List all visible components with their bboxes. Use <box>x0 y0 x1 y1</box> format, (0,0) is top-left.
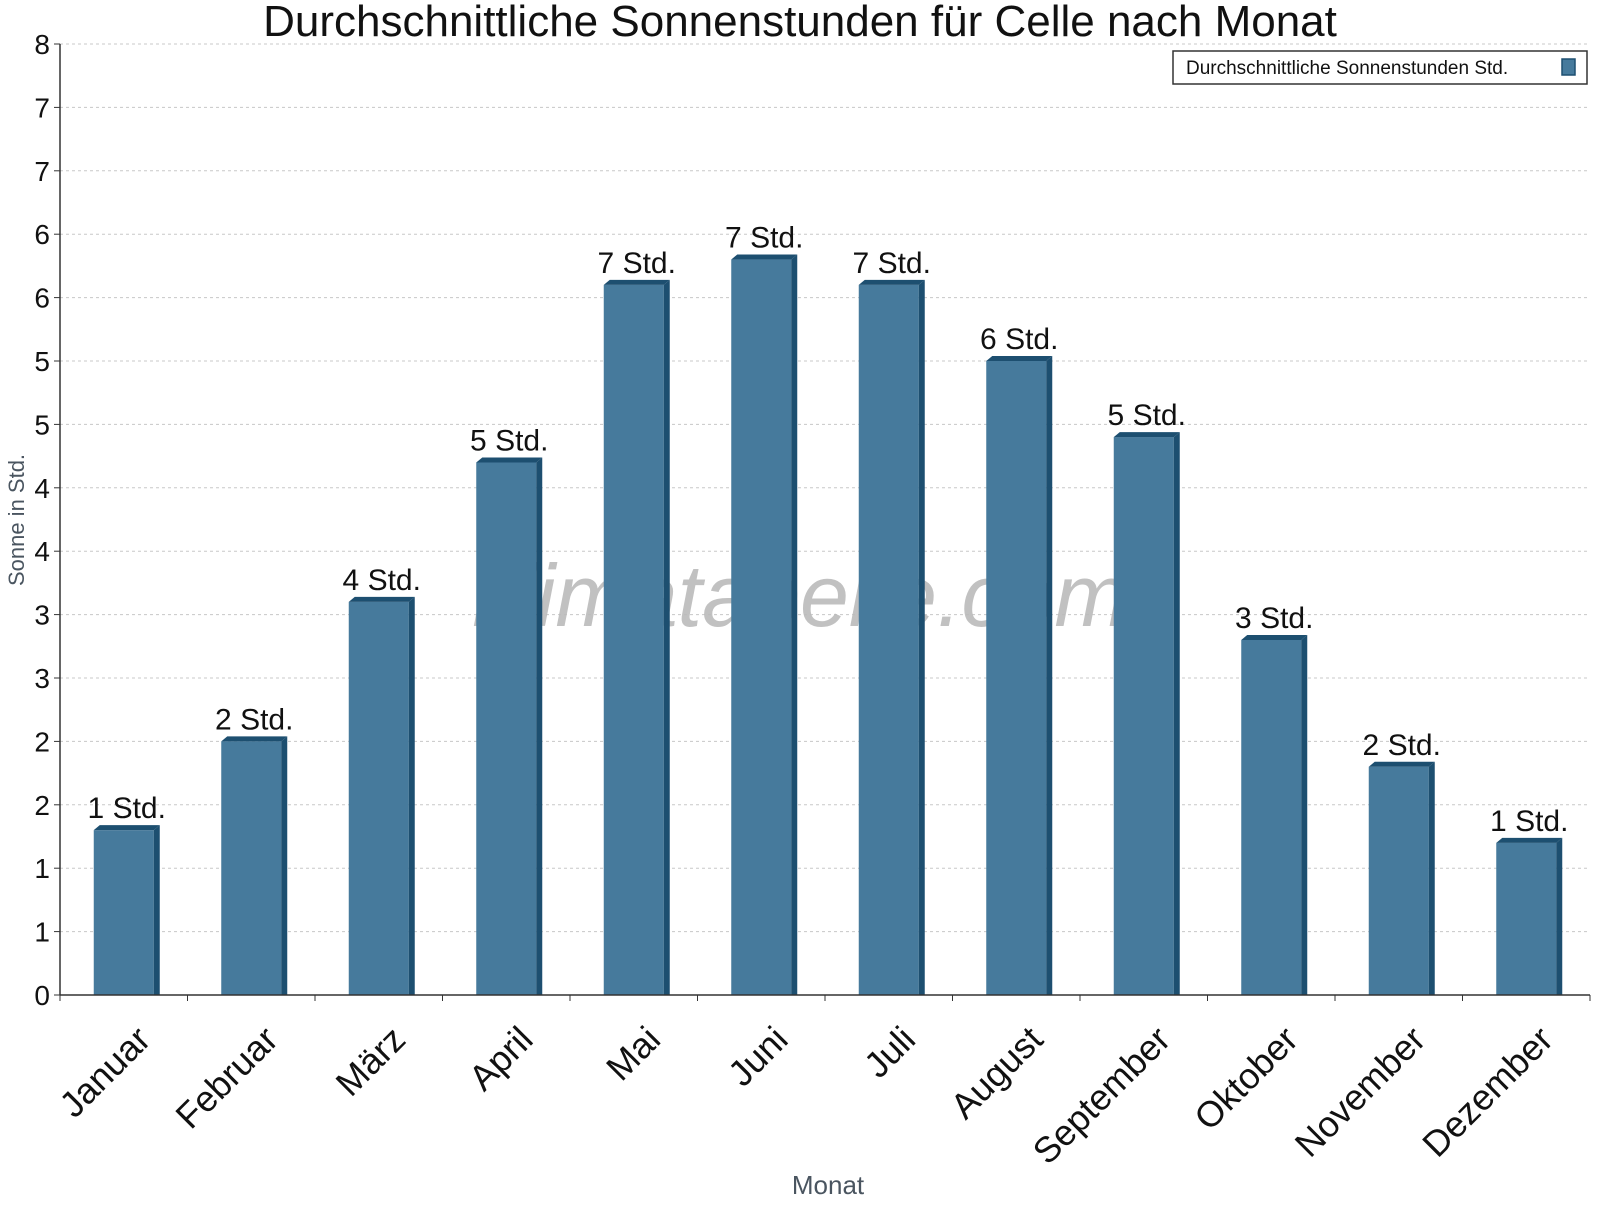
bar-side <box>536 457 543 995</box>
bar <box>93 830 154 995</box>
y-tick-label: 2 <box>34 790 50 821</box>
bar <box>731 259 792 995</box>
y-tick-label: 5 <box>34 346 50 377</box>
bar-top <box>731 254 798 260</box>
y-tick-label: 5 <box>34 409 50 440</box>
legend: Durchschnittliche Sonnenstunden Std. <box>1172 50 1588 85</box>
value-label: 3 Std. <box>1235 602 1313 635</box>
bar <box>1241 639 1302 995</box>
y-tick-label: 7 <box>34 92 50 123</box>
bar <box>986 361 1047 995</box>
value-labels: 1 Std. 2 Std. 4 Std. 5 Std. 7 Std. 7 Std. 7 St… <box>88 222 1569 838</box>
value-label: 1 Std. <box>88 792 166 825</box>
y-tick-label: 6 <box>34 283 50 314</box>
y-tick-label: 0 <box>34 980 50 1011</box>
bar-side <box>1428 761 1435 995</box>
legend-label: Durchschnittliche Sonnenstunden Std. <box>1186 58 1508 79</box>
bar-top <box>221 736 288 742</box>
bar-side <box>408 596 415 995</box>
value-label: 5 Std. <box>470 424 548 457</box>
bar <box>476 462 537 995</box>
bar-top <box>1368 761 1435 767</box>
y-tick-label: 2 <box>34 726 50 757</box>
y-tick-label: 6 <box>34 219 50 250</box>
bar-side <box>663 279 670 995</box>
y-tick-label: 1 <box>34 917 50 948</box>
bar-side <box>918 279 925 995</box>
bar-side <box>1301 634 1308 995</box>
y-tick-label: 3 <box>34 663 50 694</box>
bar-top <box>93 825 160 831</box>
value-label: 7 Std. <box>598 247 676 280</box>
value-label: 2 Std. <box>215 703 293 736</box>
y-tick-label: 3 <box>34 600 50 631</box>
bar-top <box>986 356 1053 361</box>
value-label: 7 Std. <box>853 247 931 280</box>
value-label: 5 Std. <box>1108 399 1186 432</box>
value-label: 1 Std. <box>1490 805 1568 838</box>
bar-top <box>1496 837 1563 843</box>
y-axis: 0 1 1 2 2 3 3 4 4 5 5 6 6 7 7 8 <box>34 29 61 1011</box>
bar-side <box>1046 356 1053 995</box>
legend-swatch <box>1561 58 1576 76</box>
value-label: 2 Std. <box>1363 729 1441 762</box>
y-tick-label: 7 <box>34 156 50 187</box>
bar <box>1113 437 1174 996</box>
bar-side <box>281 736 288 995</box>
legend-box <box>1172 50 1588 85</box>
bar-top <box>603 279 670 285</box>
y-tick-label: 4 <box>34 536 50 567</box>
value-label: 6 Std. <box>980 323 1058 356</box>
bar <box>603 284 664 995</box>
bar-side <box>1556 837 1563 995</box>
bar-side <box>1173 432 1180 996</box>
bar-top <box>476 457 543 463</box>
y-tick-label: 8 <box>34 29 50 60</box>
bar <box>1496 842 1557 995</box>
bars <box>93 254 1563 996</box>
bar-top <box>858 279 925 285</box>
bar-top <box>348 596 415 602</box>
bar <box>858 284 919 995</box>
bar-top <box>1113 432 1180 438</box>
y-tick-label: 4 <box>34 473 50 504</box>
bar <box>221 741 282 995</box>
y-axis-title: Sonne in Std. <box>4 454 29 586</box>
bar <box>348 601 409 995</box>
grid-lines <box>60 43 1590 933</box>
value-label: 4 Std. <box>343 564 421 597</box>
bar-top <box>1241 634 1308 640</box>
bar <box>1368 766 1429 995</box>
y-tick-label: 1 <box>34 853 50 884</box>
chart-title: Durchschnittliche Sonnenstunden für Cell… <box>263 0 1337 46</box>
bar-side <box>791 254 798 995</box>
value-label: 7 Std. <box>725 222 803 255</box>
bar-side <box>153 825 160 995</box>
x-axis-title: Monat <box>792 1170 865 1200</box>
